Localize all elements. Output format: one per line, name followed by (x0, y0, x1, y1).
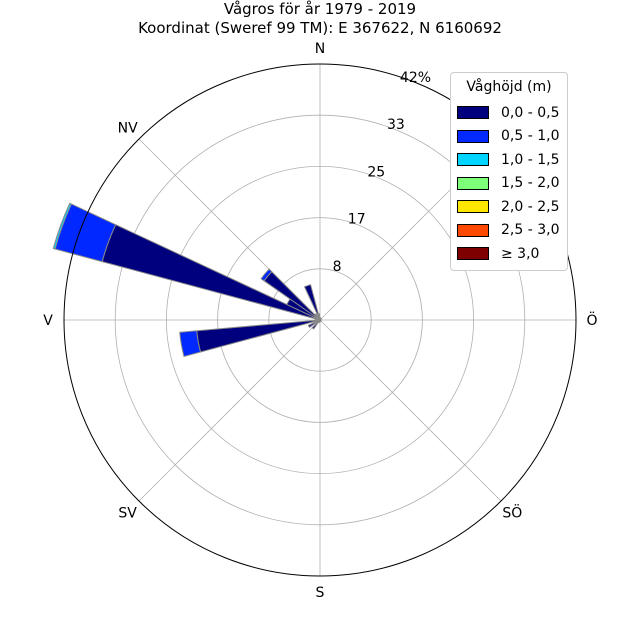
legend-item: 1,5 - 2,0 (457, 172, 561, 196)
rose-wedge (317, 313, 321, 321)
legend-item: 0,0 - 0,5 (457, 101, 561, 125)
legend: Våghöjd (m) 0,0 - 0,5 0,5 - 1,0 1,0 - 1,5 1… (450, 72, 568, 271)
radial-tick-label: 17 (348, 212, 366, 228)
legend-item: 2,0 - 2,5 (457, 195, 561, 219)
outer-circle (63, 63, 577, 577)
legend-item: 1,0 - 1,5 (457, 148, 561, 172)
direction-label: N (315, 41, 325, 57)
legend-swatch (457, 176, 489, 190)
rose-wedge (101, 224, 321, 321)
direction-label: Ö (586, 311, 597, 329)
rose-wedge (311, 319, 321, 330)
legend-items: 0,0 - 0,5 0,5 - 1,0 1,0 - 1,5 1,5 - 2,0 2,0 … (457, 101, 561, 266)
direction-label: NV (118, 121, 138, 137)
radial-tick-label: 33 (387, 117, 405, 133)
spoke-line (138, 319, 321, 502)
direction-label: SV (118, 505, 137, 521)
legend-item: 2,5 - 3,0 (457, 219, 561, 243)
direction-label: SÖ (502, 503, 522, 521)
legend-label: 2,0 - 2,5 (501, 198, 560, 215)
radial-tick-label: 25 (367, 164, 385, 180)
rose-bars (52, 202, 322, 358)
rose-wedge (179, 330, 202, 358)
direction-label: V (43, 313, 53, 329)
chart-title: Vågros för år 1979 - 2019 (223, 0, 417, 18)
legend-swatch (457, 223, 489, 237)
spoke-line (319, 319, 502, 502)
grid-circle (114, 114, 526, 526)
legend-swatch (457, 153, 489, 167)
grid-circle (165, 165, 475, 475)
legend-swatch (457, 200, 489, 214)
grid-circle (217, 217, 423, 423)
legend-title: Våghöjd (m) (466, 79, 552, 95)
legend-label: 0,5 - 1,0 (501, 128, 560, 145)
legend-label: ≥ 3,0 (501, 245, 540, 262)
legend-label: 1,5 - 2,0 (501, 175, 560, 192)
legend-swatch (457, 106, 489, 120)
rose-wedge (52, 202, 73, 250)
rose-wedge (260, 268, 273, 282)
legend-label: 2,5 - 3,0 (501, 222, 560, 239)
grid-circle (268, 268, 372, 372)
legend-swatch (457, 129, 489, 143)
rose-wedge (303, 284, 321, 321)
rose-wedge (307, 319, 321, 329)
chart-subtitle: Koordinat (Sweref 99 TM): E 367622, N 61… (138, 19, 502, 37)
direction-label: S (316, 585, 325, 601)
radial-tick-label: 8 (333, 259, 342, 275)
legend-label: 0,0 - 0,5 (501, 104, 560, 121)
legend-label: 1,0 - 1,5 (501, 151, 560, 168)
legend-item: 0,5 - 1,0 (457, 125, 561, 149)
polar-grid (64, 64, 576, 576)
legend-swatch (457, 247, 489, 261)
radial-tick-label: 42% (400, 70, 431, 86)
legend-item: ≥ 3,0 (457, 242, 561, 266)
rose-wedge (196, 319, 321, 353)
